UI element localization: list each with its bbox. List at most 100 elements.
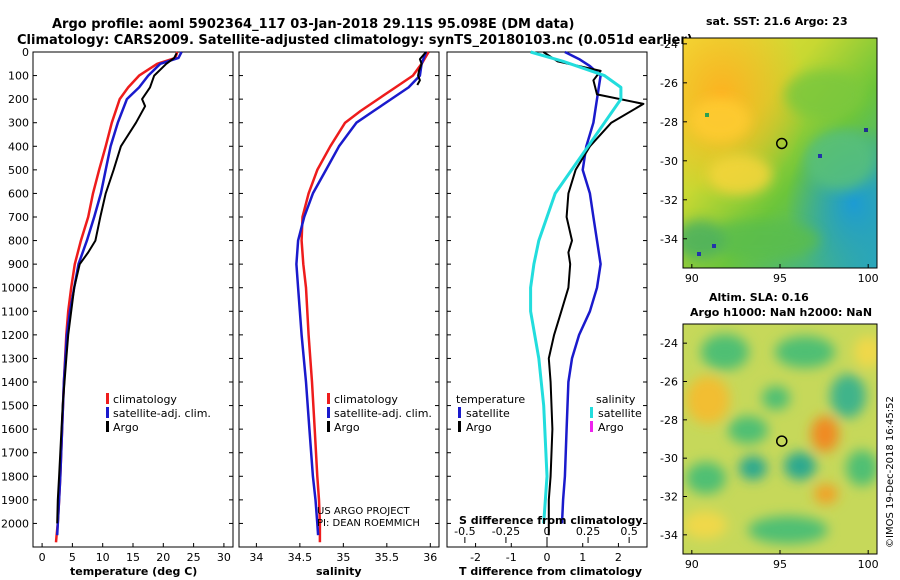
s-tick-label: 0.25 [576,525,601,538]
map-x-tick-label: 95 [773,272,787,285]
map-x-tick-label: 100 [858,272,879,285]
x-tick-label: 1 [579,551,586,564]
y-tick-label: 900 [8,258,29,271]
y-tick-label: 1800 [1,470,29,483]
y-tick-label: 100 [8,70,29,83]
sla-map-title: Altim. SLA: 0.16 [709,291,809,304]
legend-swatch-s-argo [590,421,593,432]
series-line-argo [56,52,178,524]
x-tick-label: -1 [506,551,517,564]
legend-title-salinity: salinity [596,393,636,406]
salinity-axis-label: salinity [316,565,362,578]
x-tick-label: 34.5 [288,551,313,564]
legend-title-temperature: temperature [456,393,525,406]
legend-swatch-argo [106,421,109,432]
argo-position-marker [776,435,788,447]
y-tick-label: 400 [8,140,29,153]
legend-label-s-satellite: satellite [598,407,642,420]
sst-map-field [683,38,877,268]
x-tick-label: 15 [126,551,140,564]
y-tick-label: 300 [8,117,29,130]
legend-label-climatology: climatology [334,393,398,406]
x-tick-label: 2 [615,551,622,564]
series-line-satellite [55,51,183,536]
map-x-tick-label: 90 [685,558,699,571]
y-tick-label: 1200 [1,329,29,342]
header-line-2: Climatology: CARS2009. Satellite-adjuste… [17,33,693,48]
pi-credit: PI: DEAN ROEMMICH [317,518,420,529]
y-tick-label: 700 [8,211,29,224]
sla-map-subtitle: Argo h1000: NaN h2000: NaN [690,306,872,319]
legend-swatch-satellite [327,407,330,418]
y-tick-label: 1000 [1,282,29,295]
x-tick-label: 30 [217,551,231,564]
legend-swatch-s-satellite [590,407,593,418]
s-difference-label: S difference from climatology [459,514,643,527]
map-y-tick-label: -32 [660,491,678,504]
sla-map-axes: 90 95 100 -24 -26 -28 -30 -32 -34 [660,337,879,571]
legend-swatch-argo [327,421,330,432]
map-y-tick-label: -26 [660,376,678,389]
x-tick-label: 35 [336,551,350,564]
legend-label-satellite: satellite-adj. clim. [334,407,432,420]
map-y-tick-label: -32 [660,194,678,207]
map-x-tick-label: 90 [685,272,699,285]
project-credit: US ARGO PROJECT [317,506,411,517]
series-line-s-satellite [529,50,623,524]
series-line-climatology [300,51,430,543]
legend-label-satellite: satellite-adj. clim. [113,407,211,420]
y-tick-label: 1700 [1,447,29,460]
sla-map-field [683,324,877,554]
series-line-t-argo [542,51,645,536]
y-tick-label: 1900 [1,494,29,507]
map-x-tick-label: 100 [858,558,879,571]
map-x-tick-label: 95 [773,558,787,571]
y-tick-label: 600 [8,187,29,200]
legend-swatch-climatology [327,393,330,404]
x-tick-label: 36 [423,551,437,564]
y-tick-label: 0 [22,46,29,59]
s-tick-label: -0.5 [454,525,475,538]
legend-label-s-argo: Argo [598,421,624,434]
series-line-argo [416,51,427,86]
temperature-chart: 0 5 10 15 20 25 300100200300400500600700800900… [1,46,233,564]
x-tick-label: 25 [187,551,201,564]
s-tick-label: 0 [544,525,551,538]
header-line-1: Argo profile: aoml 5902364_117 03-Jan-20… [52,17,574,32]
legend-label-t-satellite: satellite [466,407,510,420]
map-y-tick-label: -24 [660,337,678,350]
salinity-legend: climatology satellite-adj. clim. Argo [327,393,432,434]
temperature-axis-label: temperature (deg C) [70,565,197,578]
sst-map-title: sat. SST: 21.6 Argo: 23 [706,15,848,28]
legend-swatch-t-argo [458,421,461,432]
difference-chart: -2 -1 0 1 2 -0.5 -0.25 0 0.25 0.5 [447,50,647,564]
y-tick-label: 1100 [1,305,29,318]
sst-map-axes: 90 95 100 -24 -26 -28 -30 -32 -34 [660,38,879,285]
x-tick-label: 34 [249,551,263,564]
legend-label-argo: Argo [113,421,139,434]
legend-swatch-satellite [106,407,109,418]
s-tick-label: -0.25 [492,525,520,538]
x-tick-label: 5 [69,551,76,564]
s-tick-label: 0.5 [620,525,638,538]
map-y-tick-label: -24 [660,38,678,51]
y-tick-label: 500 [8,164,29,177]
legend-label-argo: Argo [334,421,360,434]
difference-legend: temperature satellite Argo salinity sate… [456,393,642,434]
x-tick-label: 0 [39,551,46,564]
y-tick-label: 1600 [1,423,29,436]
salinity-panel-frame [238,51,440,548]
x-tick-label: 0 [544,551,551,564]
legend-label-climatology: climatology [113,393,177,406]
map-y-tick-label: -30 [660,452,678,465]
legend-swatch-climatology [106,393,109,404]
y-tick-label: 1300 [1,352,29,365]
y-tick-label: 1400 [1,376,29,389]
salinity-chart: 34 34.5 35 35.5 36 [239,51,439,564]
y-tick-label: 2000 [1,517,29,530]
temperature-legend: climatology satellite-adj. clim. Argo [106,393,211,434]
y-tick-label: 200 [8,93,29,106]
x-tick-label: -2 [470,551,481,564]
argo-position-marker [776,137,788,150]
